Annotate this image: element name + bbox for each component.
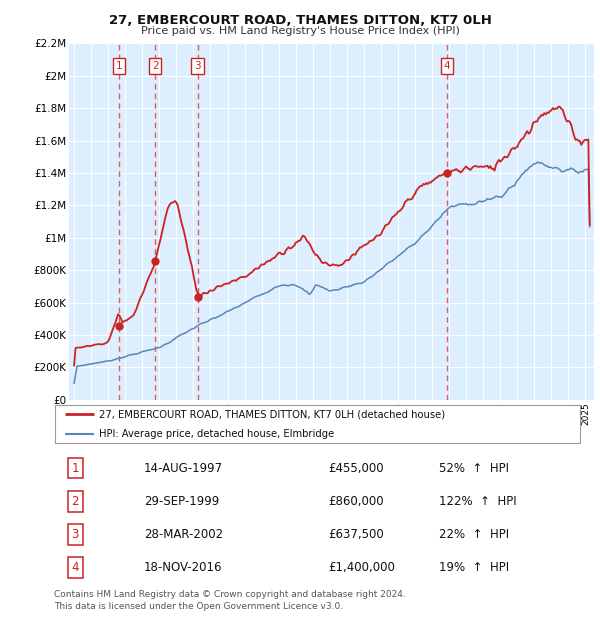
Text: 52%  ↑  HPI: 52% ↑ HPI	[439, 462, 509, 475]
Text: 4: 4	[71, 561, 79, 574]
Text: 3: 3	[194, 61, 201, 71]
Text: 1: 1	[71, 462, 79, 475]
Text: 27, EMBERCOURT ROAD, THAMES DITTON, KT7 0LH (detached house): 27, EMBERCOURT ROAD, THAMES DITTON, KT7 …	[99, 409, 445, 419]
Text: 18-NOV-2016: 18-NOV-2016	[144, 561, 222, 574]
Text: Contains HM Land Registry data © Crown copyright and database right 2024.
This d: Contains HM Land Registry data © Crown c…	[54, 590, 406, 611]
Text: 4: 4	[444, 61, 451, 71]
Text: 1: 1	[115, 61, 122, 71]
Text: 122%  ↑  HPI: 122% ↑ HPI	[439, 495, 517, 508]
Text: 28-MAR-2002: 28-MAR-2002	[144, 528, 223, 541]
Text: 29-SEP-1999: 29-SEP-1999	[144, 495, 219, 508]
Text: 2: 2	[152, 61, 158, 71]
Text: 19%  ↑  HPI: 19% ↑ HPI	[439, 561, 509, 574]
Text: 14-AUG-1997: 14-AUG-1997	[144, 462, 223, 475]
Text: £860,000: £860,000	[329, 495, 384, 508]
Text: 3: 3	[71, 528, 79, 541]
Text: £637,500: £637,500	[329, 528, 385, 541]
FancyBboxPatch shape	[55, 405, 580, 443]
Text: 2: 2	[71, 495, 79, 508]
Text: HPI: Average price, detached house, Elmbridge: HPI: Average price, detached house, Elmb…	[99, 429, 334, 439]
Text: 27, EMBERCOURT ROAD, THAMES DITTON, KT7 0LH: 27, EMBERCOURT ROAD, THAMES DITTON, KT7 …	[109, 14, 491, 27]
Text: Price paid vs. HM Land Registry's House Price Index (HPI): Price paid vs. HM Land Registry's House …	[140, 26, 460, 36]
Text: 22%  ↑  HPI: 22% ↑ HPI	[439, 528, 509, 541]
Text: £455,000: £455,000	[329, 462, 384, 475]
Text: £1,400,000: £1,400,000	[329, 561, 395, 574]
